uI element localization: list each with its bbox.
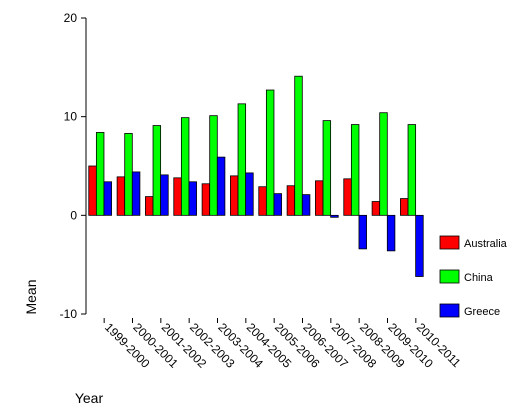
bar-australia-2007-2008	[315, 180, 324, 216]
bar-china-2000-2001	[124, 133, 133, 216]
bar-china-1999-2000	[95, 132, 105, 216]
y-tick-label: 10	[64, 110, 78, 124]
bar-china-2004-2005	[237, 103, 247, 216]
bar-greece-2001-2002	[160, 174, 169, 216]
bar-australia-2008-2009	[343, 178, 352, 216]
bar-china-2002-2003	[180, 117, 190, 216]
bar-australia-2004-2005	[230, 175, 239, 216]
bar-greece-2010-2011	[415, 214, 424, 277]
bar-china-2005-2006	[265, 89, 275, 216]
y-tick-label: 0	[70, 208, 77, 222]
bar-australia-1999-2000	[88, 165, 97, 216]
bar-australia-2006-2007	[286, 185, 296, 216]
bar-greece-2005-2006	[273, 193, 282, 216]
y-ticks: -10 0 10 20	[60, 11, 86, 321]
bar-australia-2010-2011	[400, 198, 409, 216]
legend: Australia China Greece	[439, 235, 508, 318]
bar-china-2009-2010	[379, 112, 388, 216]
x-axis-title: Year	[75, 390, 104, 406]
bar-australia-2002-2003	[173, 177, 182, 216]
bar-australia-2003-2004	[201, 183, 211, 216]
bar-greece-2008-2009	[358, 214, 367, 250]
legend-swatch-greece	[439, 303, 460, 318]
y-tick-label: -10	[60, 307, 78, 321]
legend-swatch-australia	[439, 235, 460, 250]
bar-greece-1999-2000	[103, 181, 112, 216]
legend-label-china: China	[464, 272, 494, 284]
bar-china-2003-2004	[209, 115, 218, 216]
y-axis-title: Mean	[23, 279, 39, 314]
bar-greece-2007-2008	[330, 214, 339, 218]
bar-australia-2000-2001	[116, 176, 126, 216]
y-tick-label: 20	[64, 11, 78, 25]
bar-australia-2009-2010	[371, 201, 381, 216]
bar-china-2006-2007	[294, 75, 303, 216]
x-ticks: 1999-20002000-20012001-20022002-20032003…	[102, 318, 464, 371]
bar-greece-2002-2003	[188, 181, 197, 216]
bar-greece-2006-2007	[301, 194, 311, 216]
bar-greece-2003-2004	[216, 156, 226, 216]
bar-greece-2000-2001	[131, 171, 141, 216]
bar-china-2010-2011	[407, 124, 417, 216]
bar-australia-2005-2006	[258, 186, 267, 216]
bar-australia-2001-2002	[145, 196, 154, 216]
plot-background	[86, 18, 426, 314]
bar-greece-2009-2010	[386, 214, 396, 252]
plot-area	[86, 18, 426, 314]
bar-china-2007-2008	[322, 120, 332, 216]
legend-swatch-china	[439, 269, 460, 284]
bar-greece-2004-2005	[245, 172, 254, 216]
bar-china-2008-2009	[350, 124, 360, 216]
bar-china-2001-2002	[152, 125, 162, 216]
legend-label-australia: Australia	[464, 238, 508, 250]
legend-label-greece: Greece	[464, 306, 500, 318]
bars-group	[88, 75, 424, 277]
